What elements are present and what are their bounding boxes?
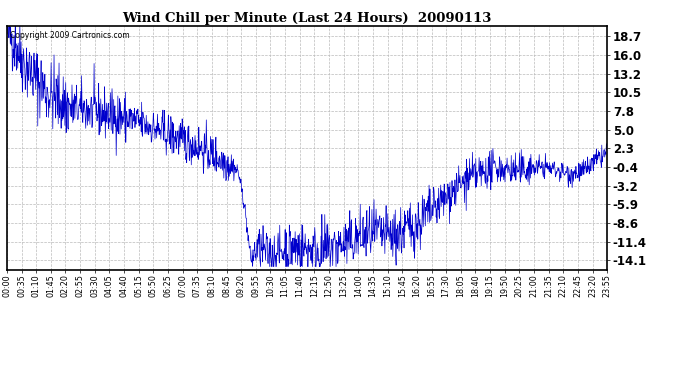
Title: Wind Chill per Minute (Last 24 Hours)  20090113: Wind Chill per Minute (Last 24 Hours) 20…	[122, 12, 492, 25]
Text: Copyright 2009 Cartronics.com: Copyright 2009 Cartronics.com	[10, 31, 130, 40]
